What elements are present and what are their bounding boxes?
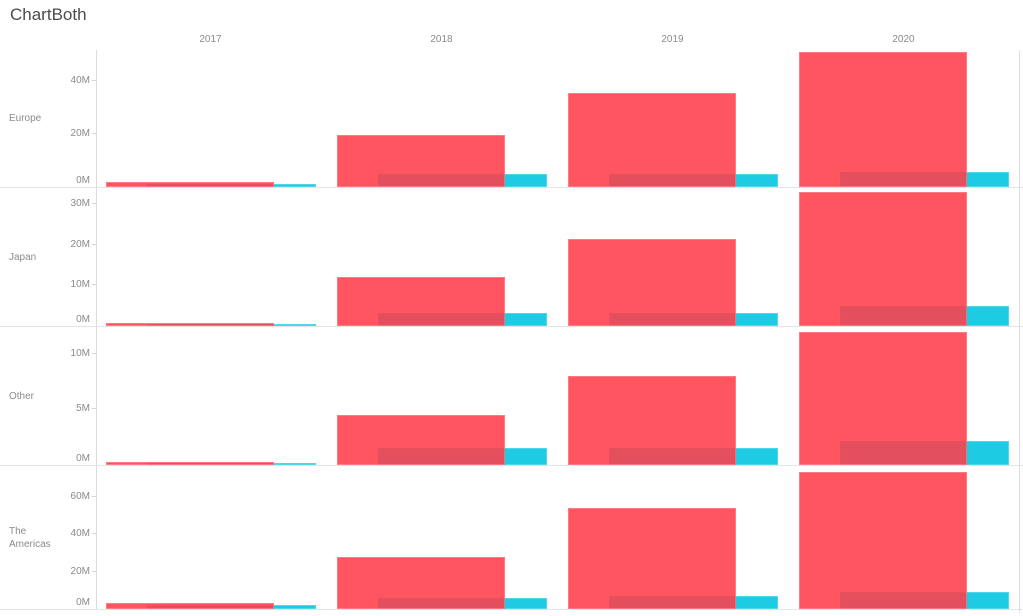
- pane-japan-2017: [95, 188, 326, 326]
- pane-other-2020: [788, 327, 1019, 465]
- pane-the-americas-2019: [557, 466, 788, 609]
- chart-title: ChartBoth: [10, 5, 87, 24]
- column-header-2018[interactable]: 2018: [430, 34, 453, 45]
- tick-label-japan-10m: 10M: [70, 279, 90, 291]
- tick-label-other-10m: 10M: [70, 347, 90, 359]
- y-axis-line: [96, 327, 97, 465]
- pane-other-2017: [95, 327, 326, 465]
- tick-label-the-americas-60m: 60M: [70, 490, 90, 502]
- pane-the-americas-2017: [95, 466, 326, 609]
- tick-label-europe-20m: 20M: [70, 127, 90, 139]
- pane-japan-2020: [788, 188, 1019, 326]
- pane-other-2018: [326, 327, 557, 465]
- panel-row-japan: Japan 0M 10M 20M 30M: [0, 188, 1023, 327]
- bar-red-europe-2020[interactable]: [799, 51, 968, 187]
- y-axis-line: [96, 466, 97, 609]
- tick-label-europe-40m: 40M: [70, 74, 90, 86]
- pane-europe-2018: [326, 50, 557, 187]
- pane-other-2019: [557, 327, 788, 465]
- bar-red-the-americas-2017[interactable]: [106, 603, 275, 609]
- column-headers: 2017 2018 2019 2020: [95, 32, 1019, 48]
- tick-mark: [92, 203, 96, 205]
- bar-red-japan-2018[interactable]: [337, 277, 506, 326]
- bar-red-europe-2018[interactable]: [337, 135, 506, 187]
- tick-label-other-5m: 5M: [76, 403, 90, 415]
- column-header-2020[interactable]: 2020: [892, 34, 915, 45]
- panel-row-europe: Europe 0M 20M 40M: [0, 50, 1023, 188]
- bar-red-the-americas-2019[interactable]: [568, 508, 737, 609]
- tick-label-japan-0m: 0M: [76, 314, 90, 325]
- tick-mark: [92, 495, 96, 497]
- tick-label-japan-20m: 20M: [70, 238, 90, 250]
- bar-red-the-americas-2020[interactable]: [799, 472, 968, 609]
- bar-red-europe-2019[interactable]: [568, 92, 737, 187]
- bar-red-europe-2017[interactable]: [106, 181, 275, 187]
- pane-japan-2018: [326, 188, 557, 326]
- tick-label-the-americas-20m: 20M: [70, 565, 90, 577]
- y-axis-line: [96, 188, 97, 326]
- bar-red-other-2020[interactable]: [799, 331, 968, 465]
- bar-red-japan-2020[interactable]: [799, 192, 968, 326]
- bar-red-japan-2019[interactable]: [568, 238, 737, 326]
- y-axis-line: [96, 50, 97, 187]
- tick-mark: [92, 533, 96, 535]
- row-label-the-americas[interactable]: The Americas: [9, 525, 51, 550]
- row-label-japan[interactable]: Japan: [9, 251, 37, 263]
- pane-europe-2020: [788, 50, 1019, 187]
- tick-label-europe-0m: 0M: [76, 175, 90, 186]
- bar-red-japan-2017[interactable]: [106, 322, 275, 326]
- row-label-other[interactable]: Other: [9, 390, 35, 402]
- panel-row-the-americas: The Americas 0M 20M 40M 60M: [0, 466, 1023, 610]
- tick-mark: [92, 132, 96, 134]
- pane-europe-2017: [95, 50, 326, 187]
- bar-red-the-americas-2018[interactable]: [337, 556, 506, 609]
- pane-europe-2019: [557, 50, 788, 187]
- bar-red-other-2017[interactable]: [106, 461, 275, 465]
- pane-japan-2019: [557, 188, 788, 326]
- column-header-2019[interactable]: 2019: [661, 34, 684, 45]
- tick-mark: [92, 352, 96, 354]
- plot-right-border: [1019, 50, 1020, 613]
- row-label-europe[interactable]: Europe: [9, 113, 42, 124]
- tick-mark: [92, 243, 96, 245]
- bar-red-other-2018[interactable]: [337, 414, 506, 465]
- bar-red-other-2019[interactable]: [568, 376, 737, 465]
- tick-mark: [92, 79, 96, 81]
- pane-the-americas-2018: [326, 466, 557, 609]
- column-header-2017[interactable]: 2017: [199, 34, 222, 45]
- tick-label-japan-30m: 30M: [70, 198, 90, 210]
- tick-label-other-0m: 0M: [76, 453, 90, 464]
- panel-rows: Europe 0M 20M 40M Japan 0M 10M 20M 30M Other 0M 5M 1…: [0, 50, 1023, 610]
- tick-mark: [92, 284, 96, 286]
- pane-the-americas-2020: [788, 466, 1019, 609]
- tick-mark: [92, 408, 96, 410]
- tick-label-the-americas-40m: 40M: [70, 528, 90, 540]
- tick-mark: [92, 570, 96, 572]
- panel-row-other: Other 0M 5M 10M: [0, 327, 1023, 466]
- tick-label-the-americas-0m: 0M: [76, 597, 90, 608]
